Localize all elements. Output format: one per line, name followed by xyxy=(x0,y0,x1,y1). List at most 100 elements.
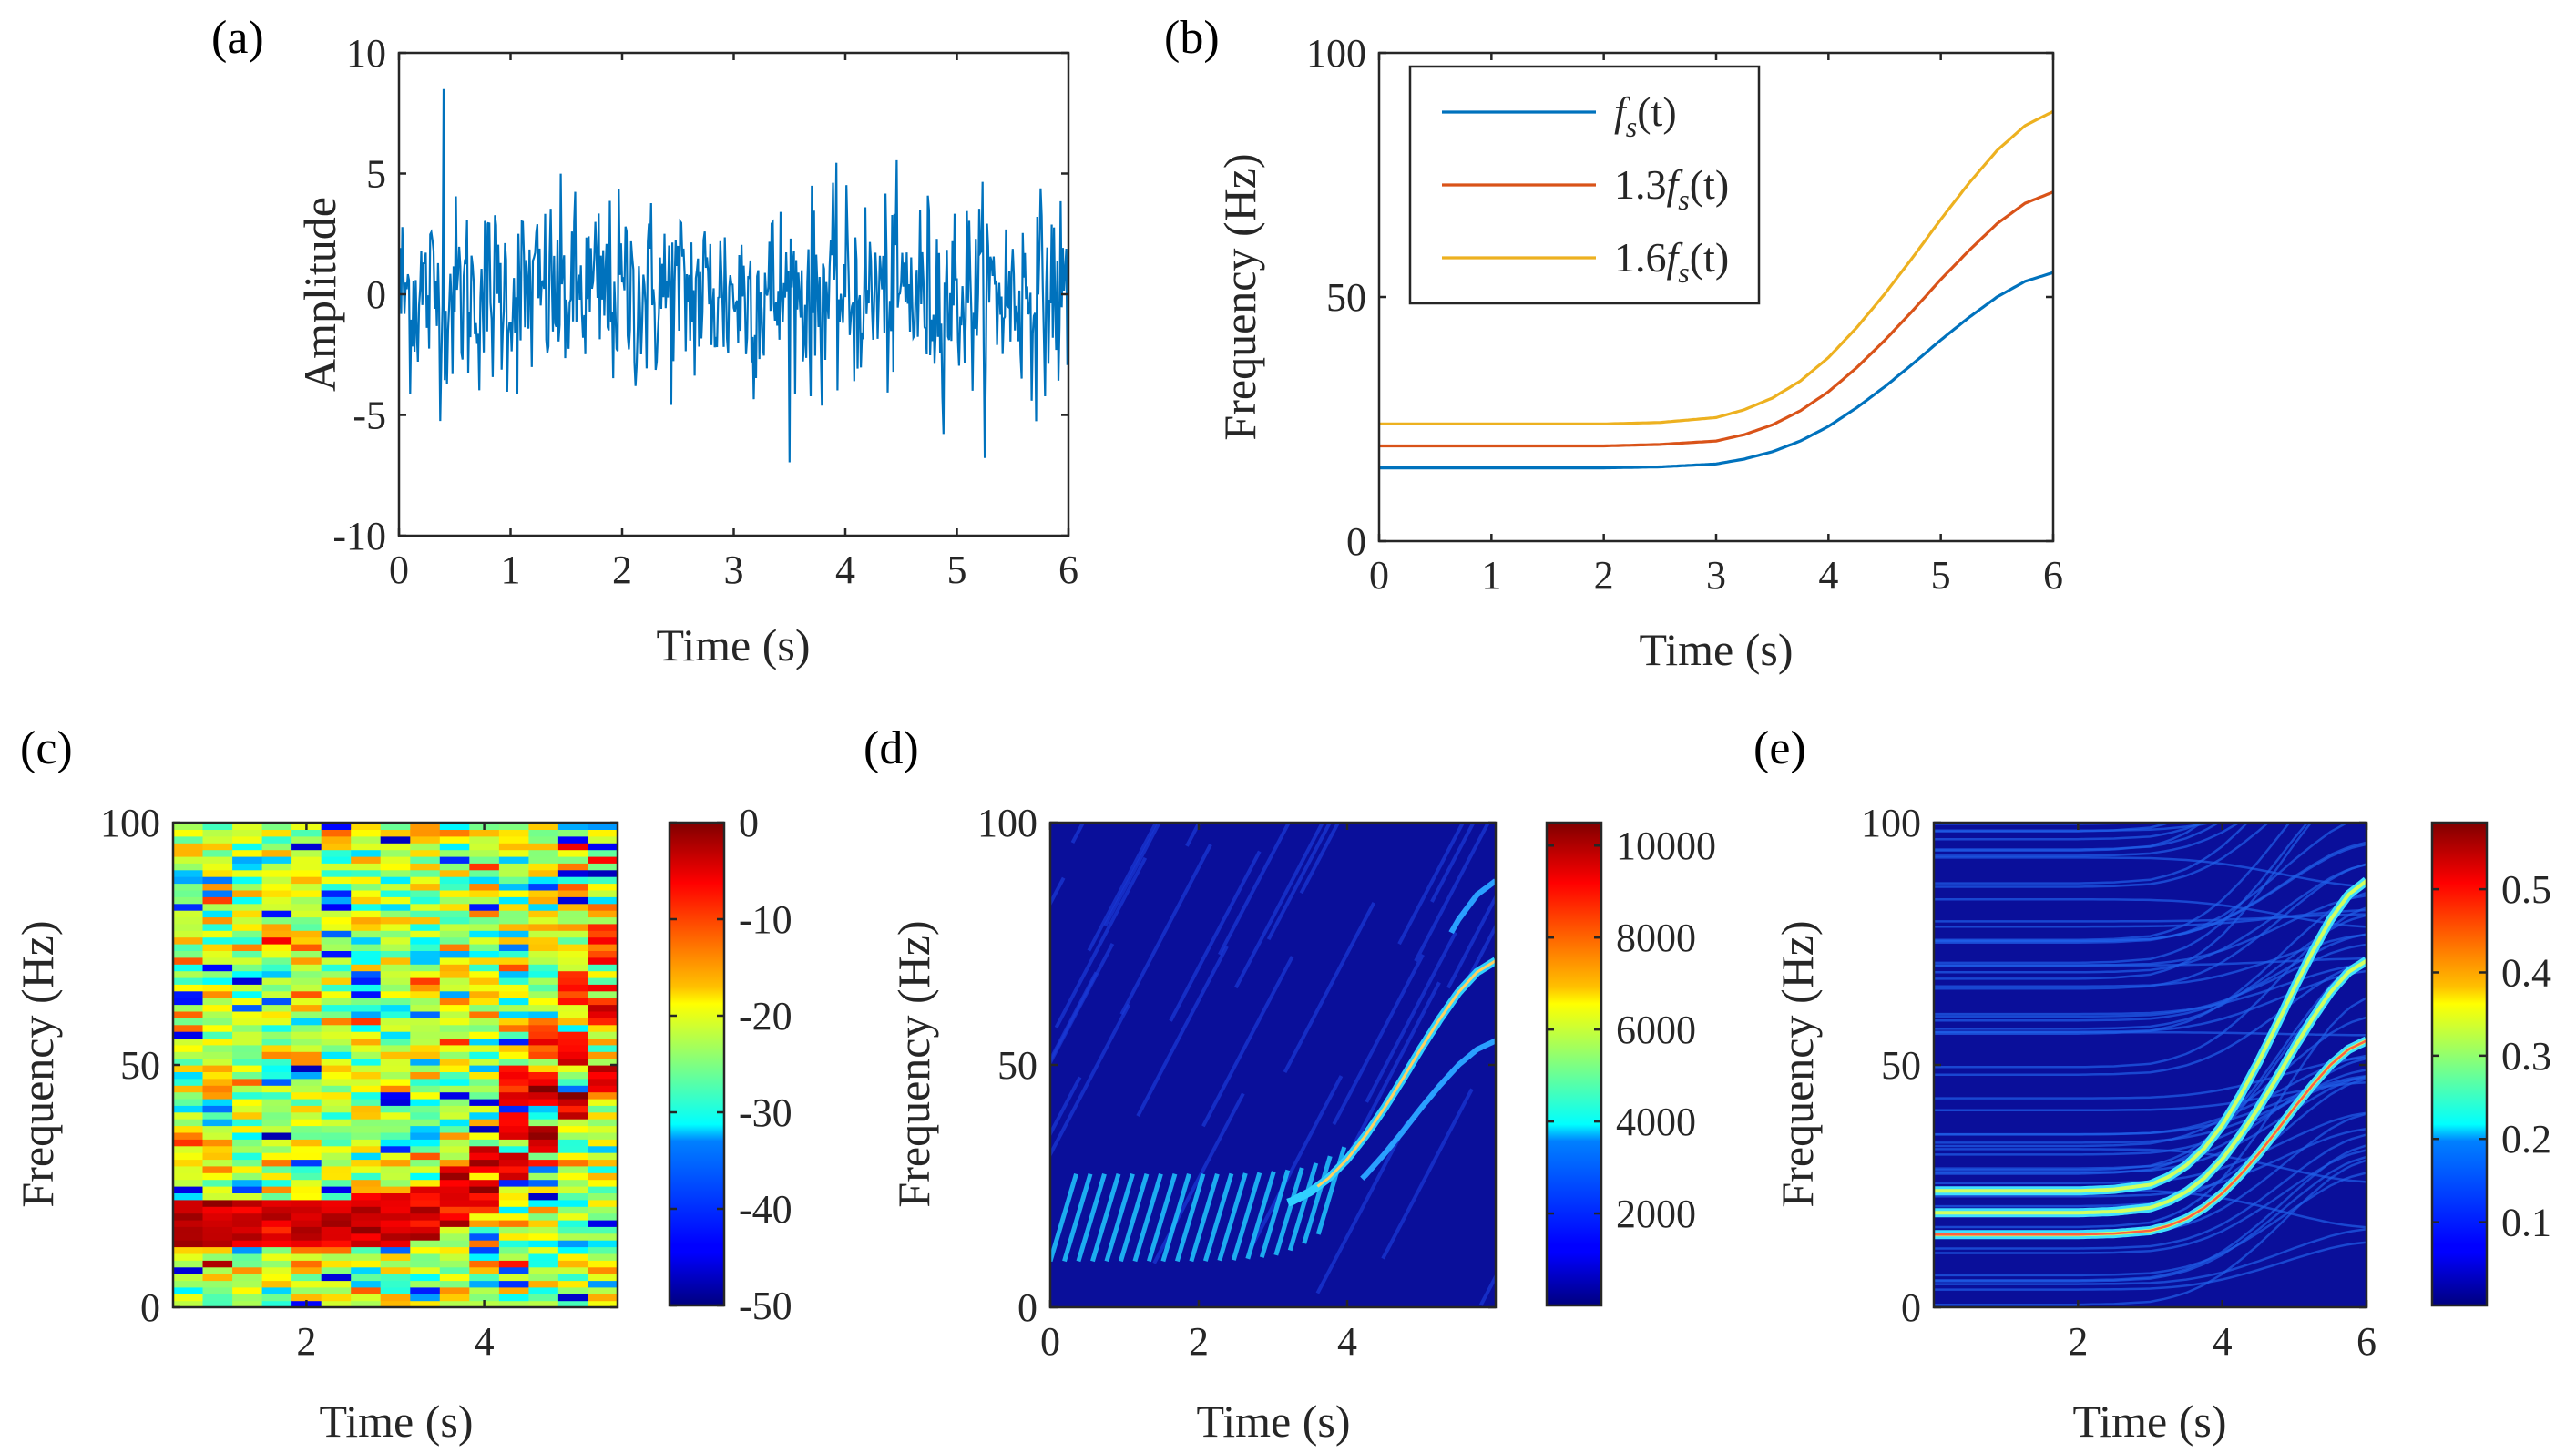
streak xyxy=(1070,823,1086,844)
heatmap-cell xyxy=(261,855,292,864)
heatmap-cell xyxy=(232,903,263,911)
streak xyxy=(1217,1172,1248,1262)
heatmap-cell xyxy=(380,1274,411,1282)
heatmap-cell xyxy=(410,855,441,864)
heatmap-cell xyxy=(439,998,470,1006)
heatmap-cell xyxy=(261,1213,292,1221)
heatmap-cell xyxy=(261,1065,292,1072)
heatmap-cell xyxy=(351,1119,382,1127)
heatmap-cell xyxy=(202,957,233,965)
heatmap-cell xyxy=(173,1246,204,1254)
heatmap-cell xyxy=(291,1152,322,1161)
heatmap-cell xyxy=(321,1038,352,1046)
heatmap-cell xyxy=(439,1226,470,1234)
heatmap-cell xyxy=(173,855,204,864)
panel-d-ticks: 0 2 4 100 50 0 xyxy=(977,801,1496,1364)
heatmap-cell xyxy=(291,950,322,958)
heatmap-cell xyxy=(410,1085,441,1093)
heatmap-cell xyxy=(528,1018,559,1026)
streak xyxy=(1287,1162,1319,1252)
heatmap-cell xyxy=(173,835,204,844)
heatmap-cell xyxy=(557,1172,588,1181)
heatmap-cell xyxy=(528,1172,559,1181)
heatmap-cell xyxy=(528,1274,559,1282)
heatmap-cell xyxy=(469,1044,500,1052)
heatmap-cell xyxy=(291,883,322,891)
heatmap-cell xyxy=(439,835,470,844)
heatmap-cell xyxy=(351,1018,382,1026)
panel-e-ylabel: Frequency (Hz) xyxy=(1772,920,1823,1207)
heatmap-cell xyxy=(380,1165,411,1173)
heatmap-cell xyxy=(469,863,500,871)
heatmap-cell xyxy=(261,964,292,972)
streak xyxy=(1132,1172,1163,1263)
panel-c-xlabel: Time (s) xyxy=(319,1396,473,1447)
heatmap-cell xyxy=(498,1018,529,1026)
y-tick-label: 0 xyxy=(1017,1285,1038,1330)
heatmap-cell xyxy=(261,835,292,844)
colorbar-tick-label: -30 xyxy=(739,1090,792,1135)
heatmap-cell xyxy=(261,1111,292,1120)
heatmap-cell xyxy=(232,1031,263,1039)
heatmap-cell xyxy=(232,930,263,938)
heatmap-cell xyxy=(498,970,529,978)
heatmap-cell xyxy=(291,1078,322,1086)
heatmap-cell xyxy=(232,1139,263,1147)
heatmap-cell xyxy=(232,1179,263,1187)
heatmap-cell xyxy=(173,910,204,918)
heatmap-cell xyxy=(380,889,411,897)
heatmap-cell xyxy=(380,876,411,885)
heatmap-cell xyxy=(410,863,441,871)
heatmap-cell xyxy=(291,1085,322,1093)
heatmap-cell xyxy=(528,876,559,885)
heatmap-cell xyxy=(202,869,233,877)
texture-line xyxy=(1934,957,2366,967)
heatmap-cell xyxy=(291,1226,322,1234)
heatmap-cell xyxy=(202,944,233,951)
heatmap-cell xyxy=(173,923,204,931)
heatmap-cell xyxy=(351,1004,382,1012)
heatmap-cell xyxy=(469,1165,500,1173)
heatmap-cell xyxy=(557,903,588,911)
texture-line xyxy=(1934,964,2366,1175)
heatmap-cell xyxy=(321,916,352,925)
heatmap-cell xyxy=(232,990,263,998)
heatmap-cell xyxy=(588,843,618,851)
heatmap-cell xyxy=(261,1266,292,1274)
texture-line xyxy=(1934,961,2366,1076)
streak xyxy=(1381,1088,1474,1260)
heatmap-cell xyxy=(528,863,559,871)
heatmap-cell xyxy=(557,1091,588,1100)
heatmap-cell xyxy=(380,829,411,837)
heatmap-cell xyxy=(557,1192,588,1201)
heatmap-cell xyxy=(557,1119,588,1127)
heatmap-cell xyxy=(232,889,263,897)
heatmap-cell xyxy=(528,1098,559,1106)
heatmap-cell xyxy=(528,1071,559,1080)
heatmap-cell xyxy=(410,876,441,885)
streak xyxy=(1119,844,1212,1016)
heatmap-cell xyxy=(557,843,588,851)
heatmap-cell xyxy=(261,950,292,958)
y-tick-label: -5 xyxy=(353,394,386,438)
heatmap-cell xyxy=(557,1078,588,1086)
streak xyxy=(1462,922,1496,987)
streak xyxy=(1062,1172,1093,1263)
heatmap-cell xyxy=(498,923,529,931)
heatmap-cell xyxy=(410,883,441,891)
heatmap-cell xyxy=(557,990,588,998)
heatmap-cell xyxy=(173,1294,204,1302)
heatmap-cell xyxy=(557,1240,588,1248)
heatmap-cell xyxy=(588,1172,618,1181)
heatmap-cell xyxy=(351,869,382,877)
heatmap-cell xyxy=(557,883,588,891)
heatmap-cell xyxy=(528,916,559,925)
heatmap-cell xyxy=(469,970,500,978)
heatmap-cell xyxy=(528,1226,559,1234)
heatmap-cell xyxy=(528,923,559,931)
heatmap-cell xyxy=(588,910,618,918)
heatmap-cell xyxy=(410,1111,441,1120)
heatmap-cell xyxy=(202,1139,233,1147)
heatmap-cell xyxy=(410,835,441,844)
